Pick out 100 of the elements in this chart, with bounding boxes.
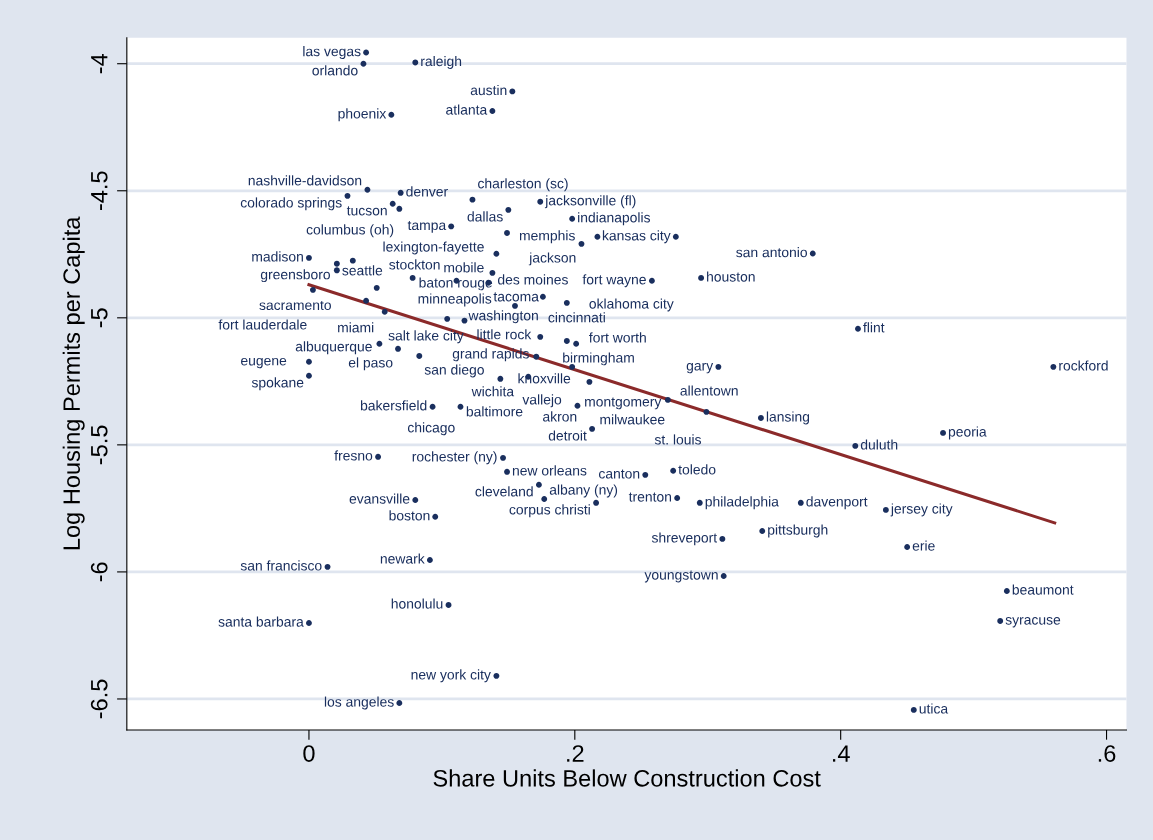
annotation: pittsburgh	[768, 524, 828, 538]
annotation: madison	[252, 251, 303, 262]
annotation: tucson	[346, 206, 387, 216]
y-tick-label: -6.5	[90, 679, 108, 719]
annotation: allentown	[680, 385, 738, 396]
annotation: san francisco	[240, 560, 322, 571]
annotation: grand rapids	[452, 348, 529, 362]
annotation: newark	[380, 553, 425, 564]
annotation: raleigh	[421, 55, 462, 69]
y-tick-label: -5	[91, 308, 108, 328]
annotation: el paso	[348, 357, 393, 371]
y-tick-label: -4	[91, 53, 108, 74]
annotation: seattle	[342, 265, 383, 276]
annotation: fort lauderdale	[218, 319, 307, 330]
annotation: toledo	[678, 464, 716, 475]
annotation: memphis	[519, 230, 575, 244]
annotation: flint	[863, 322, 885, 333]
annotation: los angeles	[324, 696, 394, 710]
annotation: orlando	[312, 65, 358, 76]
annotation: evansville	[349, 493, 410, 504]
annotation: peoria	[948, 426, 987, 440]
annotation: albuquerque	[295, 341, 372, 355]
annotation: milwaukee	[600, 414, 665, 425]
annotation: new orleans	[512, 465, 587, 476]
annotation: corpus christi	[509, 504, 590, 518]
annotation: houston	[707, 271, 755, 282]
annotation: lexington-fayette	[383, 241, 484, 255]
annotation: wichita	[471, 386, 515, 397]
annotation: phoenix	[338, 108, 387, 122]
annotation: stockton	[389, 259, 440, 270]
annotation: rochester (ny)	[412, 451, 497, 465]
annotation: bakersfield	[360, 400, 427, 411]
x-axis-title: Share Units Below Construction Cost	[433, 769, 821, 787]
annotation: syracuse	[1005, 617, 1061, 628]
annotation: miami	[338, 322, 374, 333]
annotation: mobile	[444, 262, 484, 273]
annotation: davenport	[806, 496, 868, 510]
annotation: montgomery	[585, 397, 662, 410]
annotation: fresno	[334, 450, 373, 461]
x-tick-label: 0	[303, 745, 315, 762]
annotation: new york city	[411, 669, 491, 683]
y-tick-label: -6	[90, 562, 108, 582]
x-tick-label: .4	[832, 745, 850, 762]
annotation: philadelphia	[705, 496, 779, 510]
annotation: fort wayne	[582, 274, 646, 288]
annotation: knoxville	[518, 373, 571, 384]
annotation: erie	[912, 540, 935, 551]
annotation: baltimore	[466, 406, 523, 417]
annotation: spokane	[251, 377, 304, 391]
annotation: rockford	[1059, 360, 1108, 371]
annotation: denver	[406, 186, 448, 197]
annotation: nashville-davidson	[248, 175, 362, 186]
annotation: austin	[470, 84, 507, 96]
annotation: oklahoma city	[589, 298, 674, 312]
annotation: columbus (oh)	[306, 224, 394, 238]
annotation: washington	[468, 310, 538, 324]
annotation: san diego	[424, 364, 484, 378]
annotation: gary	[686, 362, 714, 374]
annotation: utica	[919, 703, 949, 714]
annotation: birmingham	[563, 352, 634, 366]
annotation: santa barbara	[218, 616, 304, 627]
y-tick-label: -4.5	[91, 171, 108, 211]
annotation: lansing	[766, 411, 810, 425]
annotation: fort worth	[589, 332, 646, 343]
annotation: tampa	[407, 220, 447, 233]
annotation: minneapolis	[418, 293, 492, 307]
y-axis-title: Log Housing Permits per Capita	[62, 216, 85, 550]
annotation: akron	[543, 411, 577, 422]
annotation: albany (ny)	[549, 484, 618, 498]
annotation: duluth	[860, 439, 898, 450]
annotation: jersey city	[890, 503, 953, 517]
x-tick-label: .6	[1098, 745, 1116, 762]
annotation: salt lake city	[388, 330, 464, 344]
annotation: detroit	[548, 430, 587, 441]
annotation: boston	[389, 510, 430, 521]
annotation: vallejo	[522, 394, 562, 408]
annotation: beaumont	[1012, 584, 1074, 595]
annotation: youngstown	[644, 570, 718, 583]
annotation: las vegas	[303, 46, 361, 60]
annotation: st. louis	[654, 434, 701, 445]
annotation: little rock	[477, 329, 532, 340]
annotation: jackson	[528, 252, 576, 266]
annotation: san antonio	[736, 247, 807, 258]
annotation: shreveport	[651, 532, 718, 546]
annotation: charleston (sc)	[478, 178, 568, 192]
annotation: jacksonville (fl)	[544, 195, 636, 209]
annotation: chicago	[407, 422, 455, 436]
annotation: cincinnati	[548, 312, 605, 323]
annotation: colorado springs	[240, 197, 342, 211]
annotation: greensboro	[260, 269, 330, 283]
y-tick-label: -5.5	[91, 425, 108, 465]
annotation: trenton	[628, 492, 672, 502]
annotation: des moines	[497, 274, 568, 285]
annotation: cleveland	[475, 486, 533, 497]
x-tick-label: .2	[567, 745, 584, 762]
annotation: dallas	[467, 211, 503, 222]
annotation: canton	[598, 469, 640, 479]
annotation: sacramento	[259, 300, 331, 311]
annotation: indianapolis	[578, 212, 651, 226]
annotation: honolulu	[391, 598, 443, 609]
